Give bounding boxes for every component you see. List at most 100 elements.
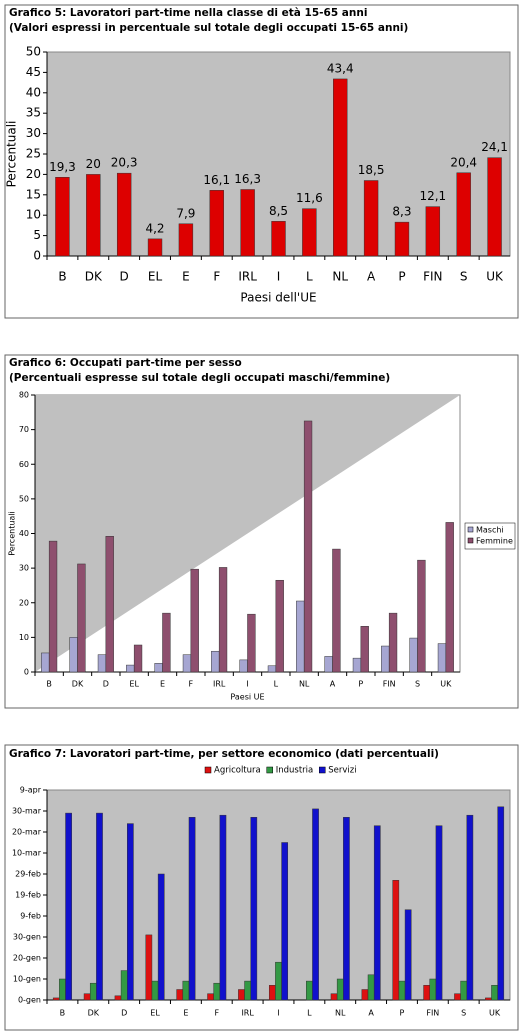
x-tick-label: E	[183, 1009, 188, 1018]
value-label: 4,2	[145, 221, 164, 235]
legend-label: Femmine	[476, 537, 513, 546]
x-tick-label: IRL	[238, 270, 257, 284]
bar	[437, 643, 447, 673]
value-label: 16,3	[234, 172, 261, 186]
y-tick-label: 80	[19, 391, 29, 400]
x-tick-label: I	[246, 680, 248, 689]
bar	[120, 970, 128, 1001]
bar	[425, 206, 441, 257]
bar	[312, 808, 319, 1001]
bar	[373, 825, 381, 1001]
y-tick-label: 10	[26, 208, 41, 222]
x-tick-label: DK	[88, 1009, 100, 1018]
bar	[360, 626, 369, 673]
x-tick-label: IRL	[213, 680, 226, 689]
bar	[381, 645, 390, 673]
bar	[209, 190, 224, 257]
legend-label: Industria	[276, 766, 314, 776]
x-tick-label: P	[400, 1009, 405, 1018]
x-tick-label: B	[58, 270, 66, 284]
y-tick-label: 20	[26, 167, 41, 181]
bar	[218, 567, 228, 673]
bar	[250, 817, 258, 1001]
bar	[182, 654, 192, 673]
y-tick-label: 9-apr	[20, 786, 42, 795]
bar	[105, 536, 114, 673]
x-tick-label: L	[307, 1009, 312, 1018]
bar	[157, 873, 165, 1001]
bar	[59, 978, 66, 1001]
bar	[404, 909, 412, 1001]
bar	[213, 982, 221, 1001]
y-tick-label: 0	[33, 249, 41, 263]
bar	[86, 174, 101, 257]
bar	[219, 814, 227, 1001]
y-tick-label: 30-mar	[12, 807, 42, 816]
y-tick-label: 20-gen	[13, 954, 41, 963]
x-tick-label: E	[160, 680, 165, 689]
y-tick-label: 9-feb	[20, 912, 41, 921]
bar	[147, 238, 163, 257]
y-tick-label: 40	[26, 85, 41, 99]
x-tick-label: DK	[85, 270, 103, 284]
x-tick-label: A	[368, 1009, 374, 1018]
y-axis-label: Percentuali	[5, 121, 19, 188]
bar	[176, 989, 184, 1001]
bar	[417, 559, 426, 673]
bar	[178, 223, 194, 257]
x-tick-label: EL	[129, 680, 139, 689]
bar	[466, 814, 474, 1001]
x-tick-label: S	[460, 270, 468, 284]
bar	[244, 980, 251, 1001]
x-tick-label: P	[358, 680, 363, 689]
x-tick-label: IRL	[241, 1009, 254, 1018]
value-label: 24,1	[481, 140, 508, 154]
bar	[145, 934, 153, 1001]
legend-label: Maschi	[476, 526, 504, 535]
bar	[133, 644, 143, 673]
bar	[238, 989, 245, 1001]
bar	[398, 980, 406, 1001]
x-tick-label: I	[277, 270, 281, 284]
bar	[454, 993, 461, 1001]
value-label: 12,1	[419, 189, 446, 203]
x-tick-label: E	[182, 270, 190, 284]
bar	[281, 842, 289, 1001]
bar	[332, 548, 341, 673]
x-tick-label: FIN	[426, 1009, 439, 1018]
legend-swatch	[319, 766, 326, 774]
y-tick-label: 20-mar	[12, 828, 42, 837]
bar	[392, 880, 400, 1001]
x-tick-label: FIN	[383, 680, 396, 689]
bar	[271, 221, 286, 257]
y-tick-label: 15	[26, 187, 41, 201]
bar	[491, 985, 498, 1001]
y-tick-label: 20	[19, 598, 29, 607]
bar	[190, 568, 199, 673]
bar	[267, 665, 277, 673]
y-axis-label: Percentuali	[8, 511, 17, 556]
bar	[188, 817, 196, 1001]
x-tick-label: FIN	[423, 270, 442, 284]
bar	[423, 985, 430, 1001]
y-tick-label: 10	[19, 633, 29, 642]
bar	[275, 961, 282, 1001]
value-label: 8,5	[269, 204, 288, 218]
legend-swatch	[266, 766, 273, 774]
x-tick-label: A	[367, 270, 376, 284]
bar	[275, 579, 284, 673]
plot-shade	[35, 395, 460, 672]
y-tick-label: 0	[24, 668, 29, 677]
bar	[409, 637, 418, 673]
x-tick-label: P	[398, 270, 405, 284]
x-axis-label: Paesi UE	[230, 693, 264, 702]
x-tick-label: D	[103, 680, 109, 689]
bar	[361, 989, 369, 1001]
legend-label: Agricoltura	[214, 766, 261, 776]
value-label: 19,3	[49, 160, 76, 174]
bar	[363, 180, 379, 257]
bar	[154, 663, 163, 673]
legend-swatch	[467, 526, 474, 533]
x-tick-label: EL	[148, 270, 163, 284]
x-tick-label: F	[213, 270, 220, 284]
